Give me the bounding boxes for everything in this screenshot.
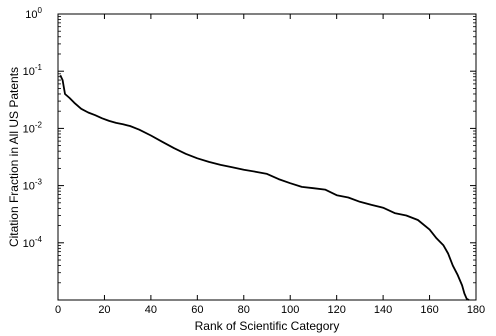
- y-tick-label: 100: [25, 6, 42, 21]
- x-tick-label: 60: [191, 304, 203, 316]
- y-axis-label: Citation Fraction in All US Patents: [7, 67, 21, 247]
- x-axis-label: Rank of Scientific Category: [195, 319, 340, 333]
- x-axis: 0 20 40 60 80 100 120 140 160 180: [55, 14, 485, 316]
- x-tick-label: 180: [467, 304, 485, 316]
- y-tick-label: 10-2: [23, 120, 43, 135]
- x-tick-label: 40: [145, 304, 157, 316]
- plot-area: [57, 13, 477, 301]
- x-tick-label: 20: [98, 304, 110, 316]
- x-tick-label: 160: [420, 304, 438, 316]
- series-line-0: [59, 74, 470, 301]
- x-tick-label: 80: [238, 304, 250, 316]
- x-tick-label: 140: [374, 304, 392, 316]
- x-tick-label: 100: [281, 304, 299, 316]
- y-axis: 10-4 10-3 10-2 10-1 100: [23, 6, 476, 284]
- x-tick-label: 120: [327, 304, 345, 316]
- y-tick-label: 10-4: [23, 235, 43, 250]
- x-tick-label: 0: [55, 304, 61, 316]
- series-layer: [59, 74, 470, 301]
- y-tick-label: 10-1: [23, 63, 43, 78]
- plot-frame: [57, 13, 477, 301]
- y-tick-label: 10-3: [23, 178, 43, 193]
